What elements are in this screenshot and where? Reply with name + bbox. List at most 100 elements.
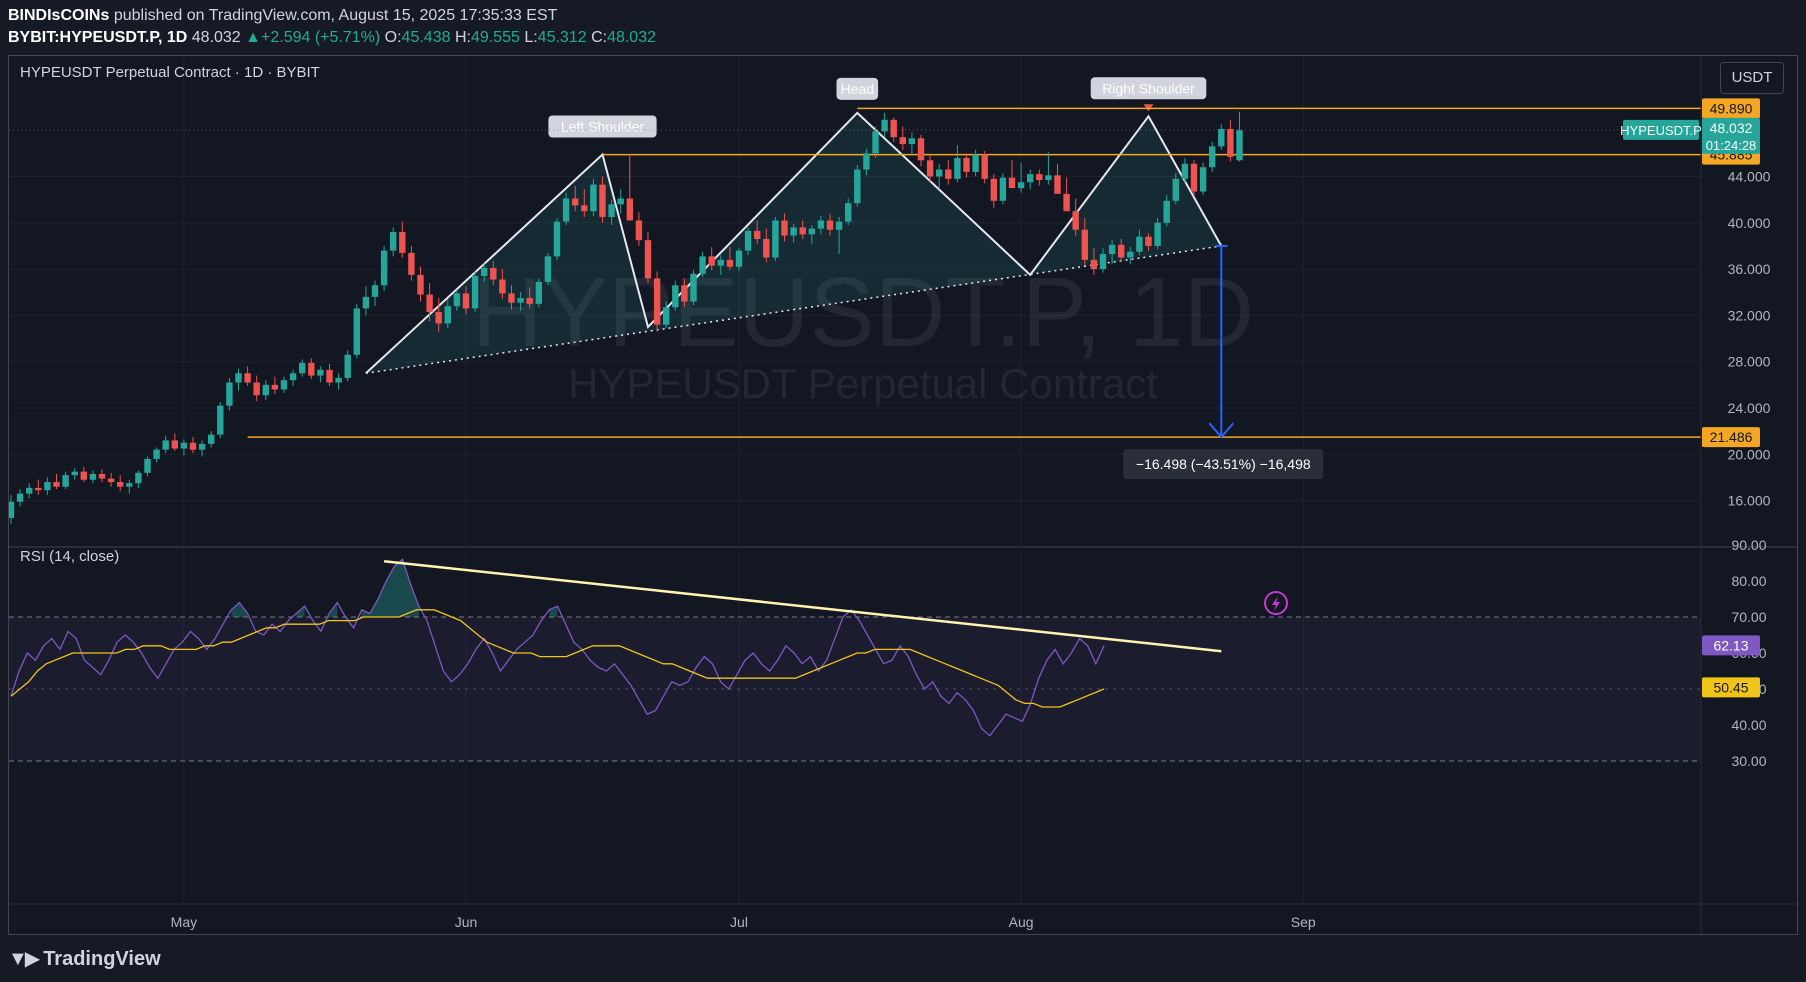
rsi-tick-label: 30.00 — [1731, 753, 1766, 769]
candle-body — [189, 442, 197, 450]
price-tags: 49.89045.88521.48648.03201:24:28HYPEUSDT… — [9, 98, 1760, 698]
rsi-value-tag: 62.13 — [1713, 637, 1748, 653]
tradingview-logo[interactable]: ▼▶ TradingView — [8, 946, 161, 971]
price-axis[interactable]: 16.000 20.000 24.000 28.000 32.000 36.000 40.0… — [1728, 169, 1771, 509]
candle-body — [198, 443, 206, 450]
candle-body — [954, 157, 961, 179]
candle-body — [380, 250, 388, 286]
measure-label-bg — [1123, 449, 1324, 480]
candle-body — [217, 405, 224, 435]
candle-body — [53, 482, 60, 487]
candle-body — [999, 177, 1007, 201]
rsi-ma-value-tag-bg — [1702, 677, 1760, 698]
candle-body — [1236, 130, 1243, 161]
currency-button[interactable]: USDT — [1720, 62, 1784, 94]
candle-body — [735, 250, 743, 267]
chart-legend-title: HYPEUSDT Perpetual Contract · 1D · BYBIT — [20, 64, 320, 81]
candle-body — [845, 203, 852, 222]
candle-body — [553, 221, 561, 257]
high-label: H: — [454, 29, 471, 46]
candle-body — [1099, 254, 1107, 270]
candle-body — [663, 307, 670, 325]
candle-body — [917, 138, 925, 161]
candle-body — [690, 273, 697, 302]
candle-body — [1154, 222, 1161, 246]
candle-body — [326, 369, 333, 383]
candle-body — [371, 285, 379, 297]
candle-body — [435, 311, 442, 324]
level-target-tag: 21.486 — [1710, 429, 1753, 445]
candle-body — [481, 267, 488, 277]
candle-body — [135, 472, 142, 484]
level-top-tag: 49.890 — [1710, 100, 1753, 116]
candles — [7, 111, 1243, 524]
rsi-ma-line — [10, 609, 1105, 708]
chart-canvas[interactable]: HYPEUSDT.P, 1D HYPEUSDT Perpetual Contra… — [7, 56, 1797, 934]
time-tick-label: May — [171, 914, 197, 930]
candle-body — [626, 198, 633, 221]
current-price-tag: 48.032 — [1710, 120, 1753, 136]
candle-body — [644, 240, 652, 279]
candle-body — [936, 169, 943, 177]
candle-body — [390, 232, 397, 251]
candle-body — [1081, 229, 1088, 260]
candle-body — [107, 478, 115, 483]
publish-info: BINDIsCOINs published on TradingView.com… — [8, 7, 557, 25]
candle-body — [235, 373, 242, 383]
candle-body — [744, 230, 752, 251]
head-shoulders-pattern[interactable]: Left Shoulder Head Right Shoulder — [365, 77, 1223, 375]
chart-frame[interactable]: HYPEUSDT.P, 1D HYPEUSDT Perpetual Contra… — [7, 55, 1798, 935]
time-axis[interactable]: May Jun Jul Aug Sep — [171, 914, 1316, 930]
level-top-tag-bg — [1702, 98, 1760, 119]
candle-body — [990, 178, 997, 201]
candle-body — [908, 138, 916, 145]
candle-body — [26, 487, 33, 494]
candle-body — [890, 119, 897, 138]
pattern-label: Left Shoulder — [561, 119, 645, 135]
candle-body — [1218, 129, 1225, 147]
candle-body — [453, 293, 461, 307]
candle-body — [1027, 174, 1034, 183]
price-tick-label: 36.000 — [1728, 261, 1771, 277]
candle-body — [1136, 236, 1143, 252]
symbol-label: BYBIT:HYPEUSDT.P, 1D — [8, 29, 188, 46]
candle-body — [963, 157, 970, 172]
candle-body — [1036, 174, 1043, 180]
lightning-icon[interactable] — [1264, 591, 1288, 615]
publish-text: published on TradingView.com, August 15,… — [113, 7, 558, 24]
candle-body — [7, 501, 15, 518]
candle-body — [708, 256, 715, 266]
close-value: 48.032 — [607, 29, 656, 46]
low-value: 45.312 — [537, 29, 587, 46]
candle-body — [317, 369, 324, 376]
candle-body — [726, 259, 734, 267]
candle-body — [299, 362, 306, 374]
watermark-symbol: HYPEUSDT.P, 1D — [472, 257, 1254, 367]
horizontal-levels[interactable] — [247, 107, 1701, 438]
price-tick-label: 20.000 — [1728, 446, 1771, 462]
candle-body — [271, 384, 279, 390]
candle-body — [1127, 251, 1134, 258]
tradingview-wordmark: TradingView — [43, 948, 161, 970]
candle-body — [1227, 129, 1234, 157]
pattern-label-bg — [548, 115, 657, 138]
candle-body — [444, 306, 451, 324]
last-price: 48.032 — [191, 29, 241, 46]
candle-body — [590, 184, 597, 212]
candle-body — [262, 384, 269, 396]
candle-body — [945, 169, 952, 179]
measure-tool[interactable]: −16.498 (−43.51%) −16,498 — [1123, 244, 1324, 480]
candle-body — [854, 169, 861, 204]
candle-body — [526, 298, 533, 304]
candle-body — [763, 239, 770, 258]
candle-body — [535, 281, 542, 304]
candle-body — [562, 198, 570, 222]
candle-body — [899, 137, 906, 145]
pattern-label: Head — [841, 81, 874, 97]
close-label: C: — [591, 29, 608, 46]
price-tick-label: 32.000 — [1728, 307, 1771, 323]
rsi-ma-value-tag: 50.45 — [1713, 679, 1748, 695]
price-tick-label: 24.000 — [1728, 400, 1771, 416]
candle-body — [1190, 163, 1198, 192]
time-tick-label: Aug — [1009, 914, 1034, 930]
